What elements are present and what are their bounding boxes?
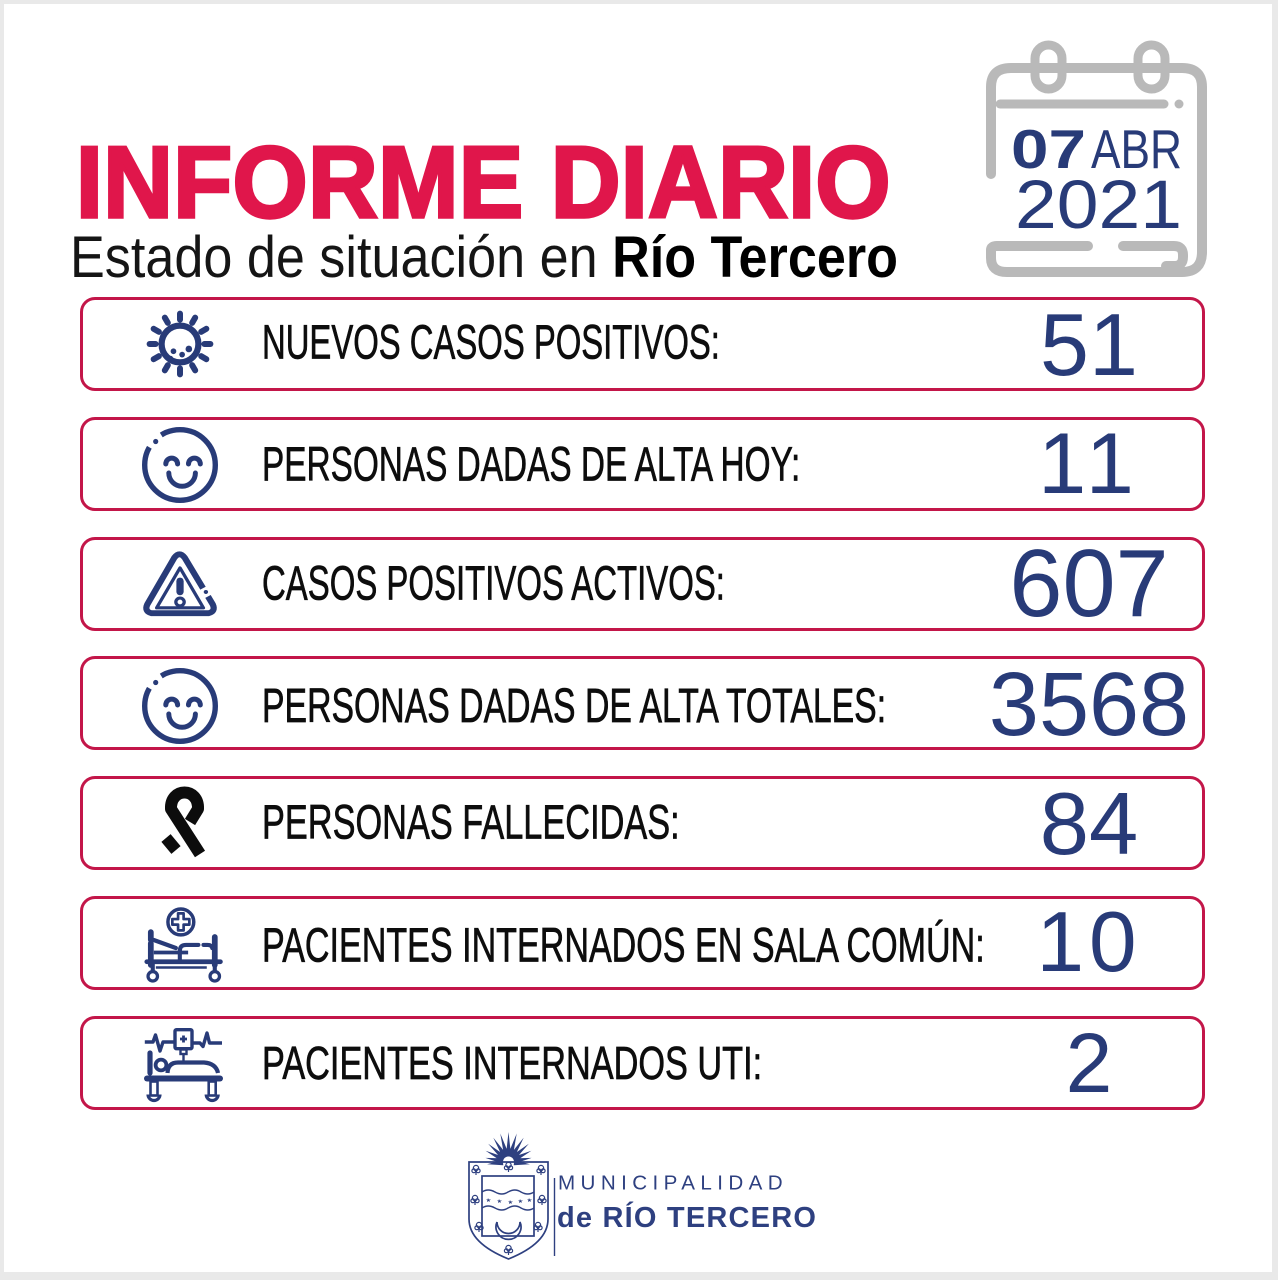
svg-text:de RÍO TERCERO: de RÍO TERCERO bbox=[557, 1200, 817, 1234]
svg-text:2021: 2021 bbox=[1015, 166, 1182, 243]
svg-text:ABR: ABR bbox=[1091, 119, 1182, 180]
svg-text:MUNICIPALIDAD: MUNICIPALIDAD bbox=[558, 1172, 788, 1195]
svg-text:07: 07 bbox=[1011, 119, 1086, 180]
